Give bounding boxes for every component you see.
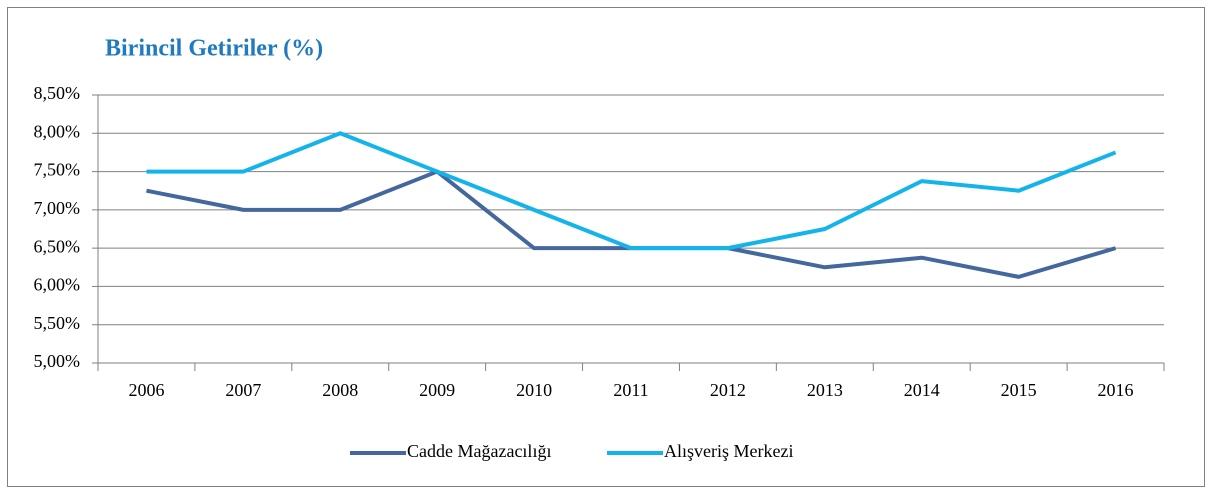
x-tick-label: 2016 (1098, 380, 1134, 400)
y-tick-label: 6,50% (34, 236, 81, 256)
x-tick-label: 2015 (1001, 380, 1037, 400)
legend-label: Cadde Mağazacılığı (407, 441, 551, 461)
y-tick-label: 8,00% (34, 121, 81, 141)
y-tick-label: 6,00% (34, 275, 81, 295)
x-tick-label: 2010 (516, 380, 552, 400)
legend-label: Alışveriş Merkezi (664, 441, 793, 461)
x-tick-label: 2006 (128, 380, 164, 400)
y-tick-label: 8,50% (34, 83, 81, 103)
series-line (146, 131, 1117, 251)
y-tick-label: 5,00% (34, 351, 81, 371)
x-tick-label: 2011 (613, 380, 648, 400)
x-tick-label: 2014 (904, 380, 940, 400)
x-tick-label: 2013 (807, 380, 843, 400)
x-tick-label: 2009 (419, 380, 455, 400)
y-tick-label: 7,00% (34, 198, 81, 218)
y-tick-label: 5,50% (34, 313, 81, 333)
x-tick-label: 2012 (710, 380, 746, 400)
x-tick-label: 2008 (322, 380, 358, 400)
y-tick-label: 7,50% (34, 160, 81, 180)
x-tick-label: 2007 (225, 380, 261, 400)
chart-title: Birincil Getiriler (%) (105, 36, 323, 62)
